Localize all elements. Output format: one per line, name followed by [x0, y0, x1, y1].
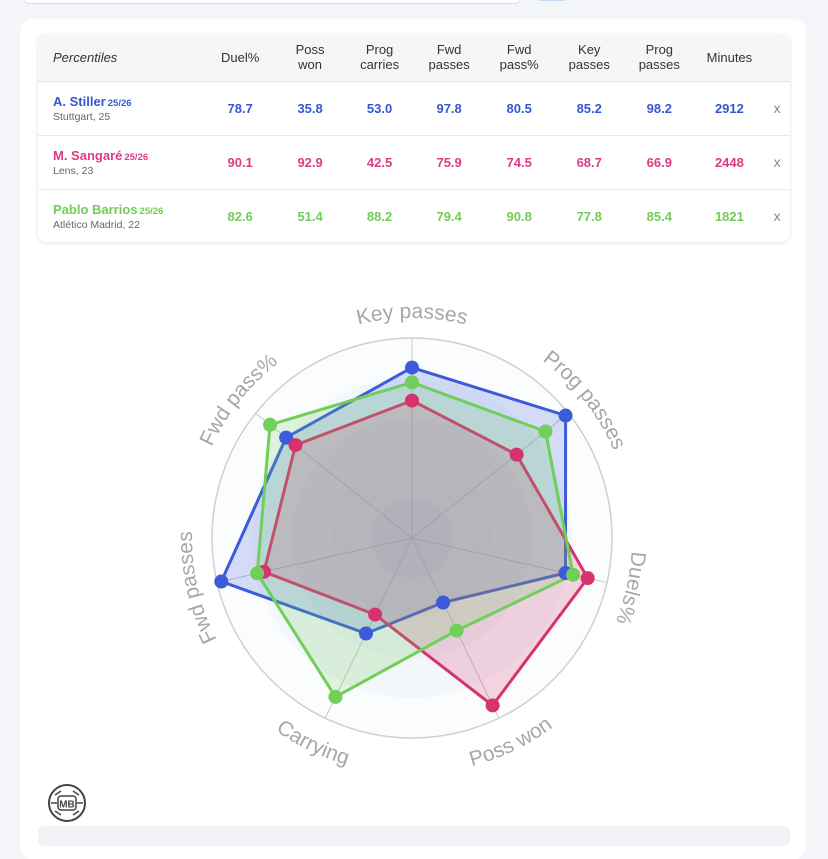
- stat-cell: 1821: [714, 208, 744, 224]
- stat-cell: 53.0: [366, 100, 393, 116]
- stat-cell: 2912: [714, 100, 744, 116]
- player-name[interactable]: M. Sangaré 25/26: [53, 147, 149, 163]
- series-point: [538, 424, 553, 439]
- stat-cell: 77.8: [576, 208, 602, 224]
- search-button[interactable]: [537, 0, 567, 1]
- series-area-1: [262, 399, 590, 707]
- player-cell: M. Sangaré 25/26 Lens, 23: [38, 135, 205, 189]
- player-club: Stuttgart, 25: [53, 110, 111, 123]
- series-point: [485, 698, 500, 713]
- column-header: Fwd passes: [428, 42, 470, 73]
- series-point: [288, 438, 303, 453]
- axis-label-text: Key passes: [354, 300, 469, 330]
- series-point: [558, 408, 573, 423]
- series-point: [250, 566, 265, 581]
- stat-cell: 90.1: [227, 154, 253, 170]
- mb-logo-text: MB: [59, 800, 75, 811]
- stat-cell: 88.2: [366, 208, 393, 224]
- remove-column-header: [764, 34, 790, 81]
- series-point: [263, 417, 278, 432]
- stat-cell: 97.8: [436, 100, 462, 116]
- stat-cell: 78.7: [227, 100, 253, 116]
- player-row: Pablo Barrios 25/26 Atlético Madrid, 22 82.…: [38, 189, 790, 242]
- bottom-panel: [38, 826, 790, 846]
- player-cell: A. Stiller 25/26 Stuttgart, 25: [38, 81, 205, 135]
- stat-cell: 90.8: [506, 208, 532, 224]
- player-club: Atlético Madrid, 22: [53, 218, 140, 231]
- stat-cell: 80.5: [506, 100, 532, 116]
- series-point: [566, 567, 581, 582]
- series-point: [405, 360, 419, 375]
- series-point: [436, 595, 451, 610]
- series-point: [580, 571, 595, 586]
- series-point: [509, 447, 524, 462]
- axis-label: Duels%: [611, 551, 650, 628]
- axis-label-text: Duels%: [611, 551, 650, 628]
- series-point: [449, 623, 464, 638]
- percentiles-table: Percentiles Duel% Poss won Prog carries Fw…: [38, 34, 790, 242]
- series-point: [214, 574, 229, 589]
- player-row: M. Sangaré 25/26 Lens, 23 90.1 92.9 42.5 75.9 7…: [38, 135, 790, 189]
- stat-cell: 98.2: [646, 100, 672, 116]
- radar-chart: Key passes Prog passes Duels% Poss won Carry…: [150, 280, 670, 780]
- column-header: Key passes: [568, 42, 610, 73]
- stat-cell: 2448: [714, 154, 744, 170]
- percentiles-header: Percentiles: [53, 49, 118, 65]
- series-point: [368, 607, 383, 622]
- player-season: 25/26: [124, 151, 149, 163]
- stat-cell: 92.9: [297, 154, 323, 170]
- remove-player-button[interactable]: x: [773, 208, 781, 225]
- player-row: A. Stiller 25/26 Stuttgart, 25 78.7 35.8 53.0…: [38, 81, 790, 135]
- stat-cell: 85.2: [576, 100, 602, 116]
- player-season: 25/26: [107, 97, 132, 109]
- column-header: Fwd pass%: [499, 42, 539, 73]
- column-header: Minutes: [706, 49, 753, 65]
- series-point: [405, 393, 419, 408]
- remove-player-button[interactable]: x: [773, 100, 781, 116]
- stat-cell: 75.9: [436, 154, 462, 170]
- player-season: 25/26: [139, 205, 164, 217]
- mb-ball-logo: MB: [47, 783, 87, 823]
- table-header-row: Percentiles Duel% Poss won Prog carries Fw…: [38, 34, 790, 81]
- player-name[interactable]: A. Stiller 25/26: [53, 93, 132, 109]
- column-header: Prog passes: [638, 42, 680, 73]
- column-header: Duel%: [221, 49, 260, 65]
- stat-cell: 82.6: [227, 208, 253, 224]
- player-club: Lens, 23: [53, 164, 94, 177]
- radar-spoke: [216, 537, 413, 583]
- stat-cell: 79.4: [436, 208, 462, 224]
- remove-player-button[interactable]: x: [773, 154, 781, 170]
- player-name[interactable]: Pablo Barrios 25/26: [53, 201, 164, 217]
- stat-cell: 85.4: [646, 208, 672, 224]
- player-cell: Pablo Barrios 25/26 Atlético Madrid, 22: [38, 189, 205, 242]
- series-point: [359, 626, 374, 641]
- series-area-2: [255, 380, 575, 699]
- percentiles-table-card: Percentiles Duel% Poss won Prog carries Fw…: [38, 34, 790, 242]
- series-point: [328, 689, 343, 704]
- series-point: [279, 430, 294, 445]
- column-header: Prog carries: [360, 42, 400, 73]
- series-point: [405, 375, 419, 390]
- stat-cell: 35.8: [297, 100, 323, 116]
- stat-cell: 42.5: [366, 154, 393, 170]
- stat-cell: 51.4: [297, 208, 323, 224]
- stat-cell: 74.5: [506, 154, 532, 170]
- search-input[interactable]: [22, 0, 522, 4]
- stat-cell: 66.9: [646, 154, 672, 170]
- column-header: Poss won: [295, 42, 325, 73]
- axis-label: Key passes: [354, 300, 469, 330]
- stat-cell: 68.7: [576, 154, 602, 170]
